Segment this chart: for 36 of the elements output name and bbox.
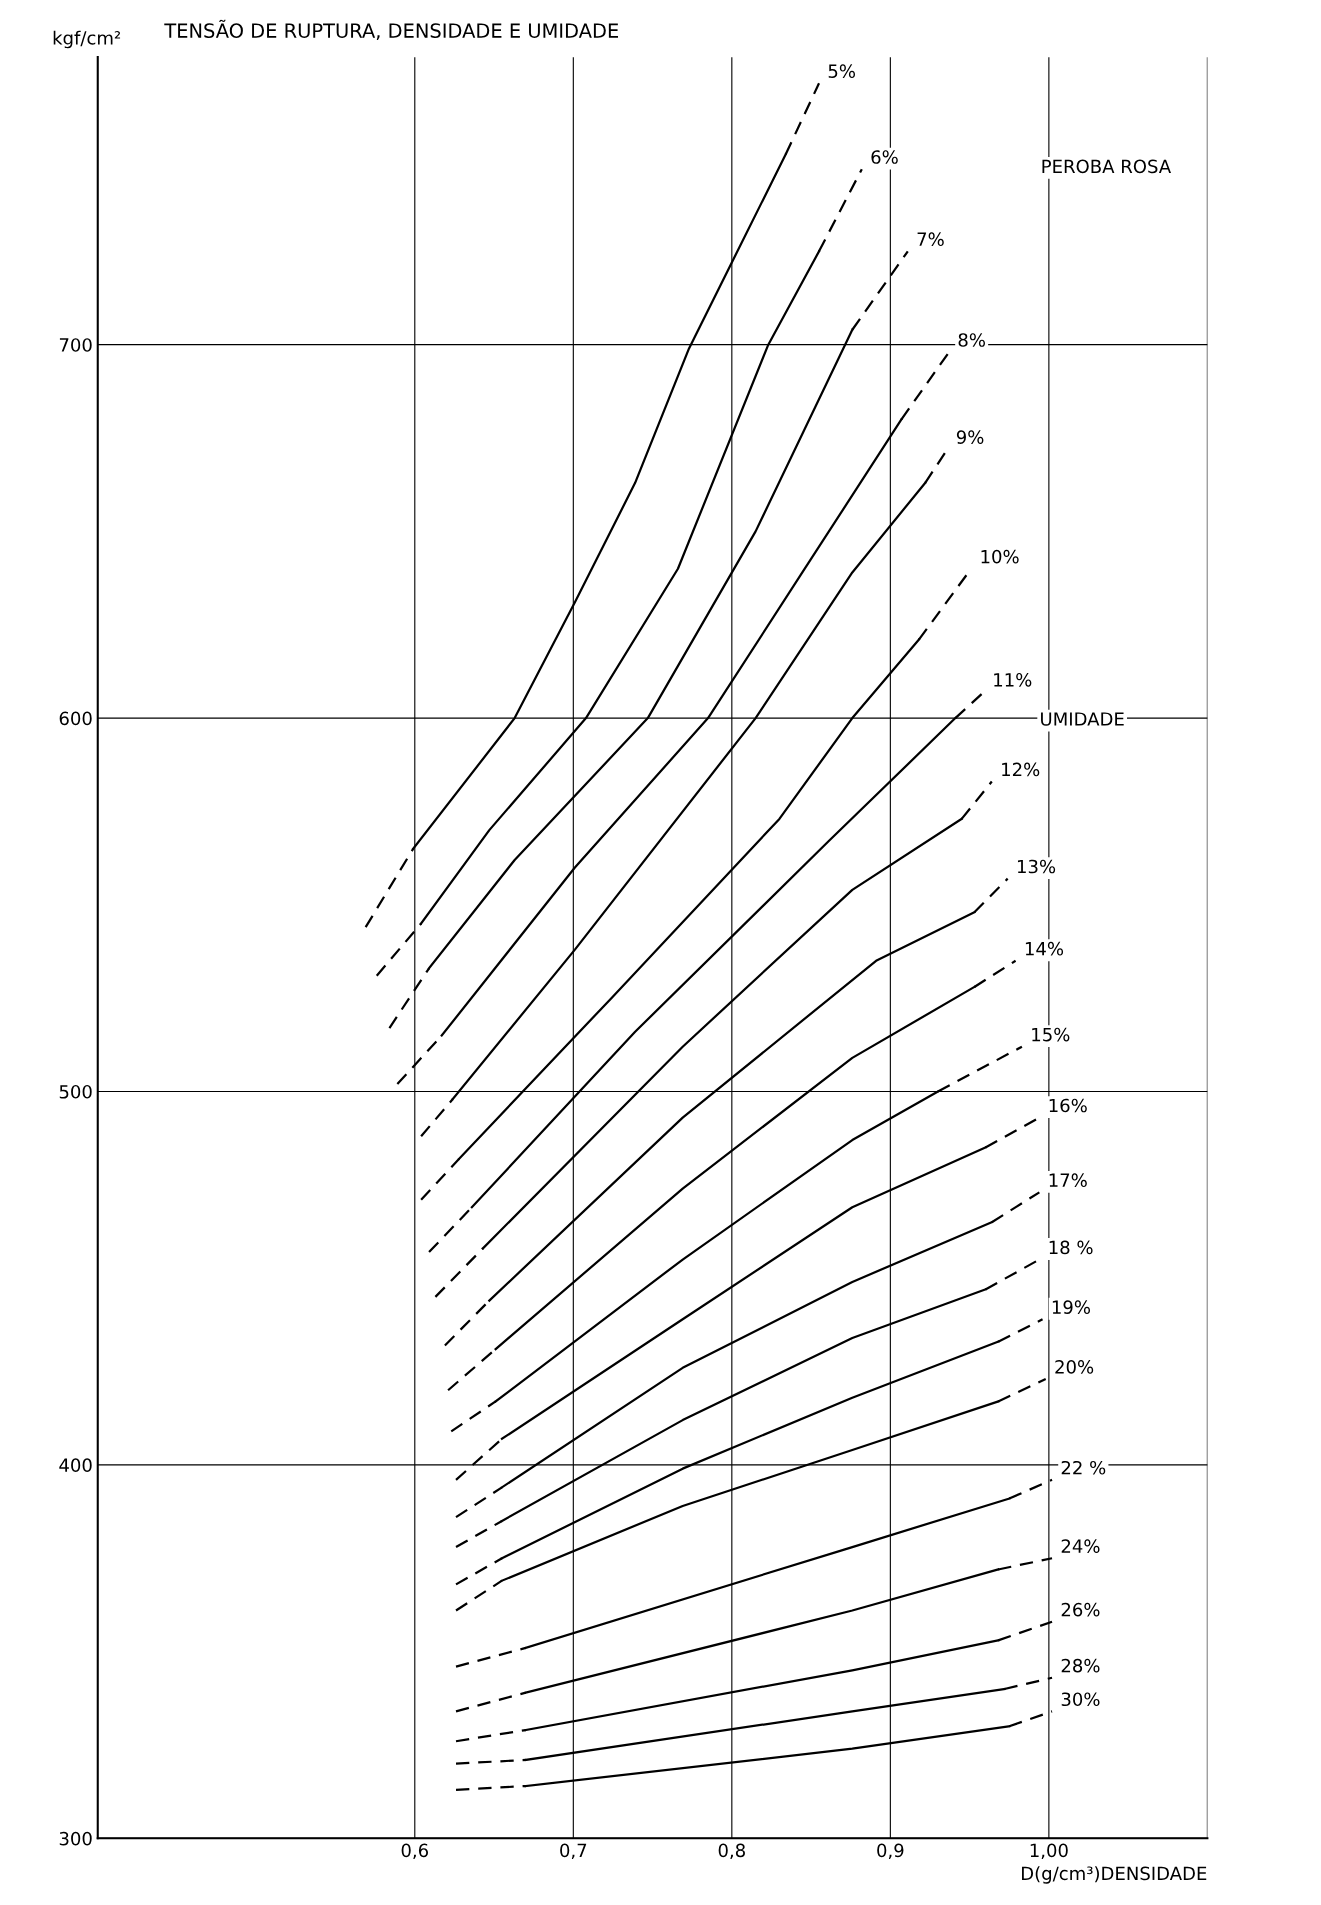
x-tick-label: 0,8 xyxy=(718,1843,745,1859)
series-label: 12% xyxy=(1002,762,1040,777)
y-axis-title: kgf/cm² xyxy=(53,30,121,49)
chart-title: TENSÃO DE RUPTURA, DENSIDADE E UMIDADE xyxy=(164,19,619,40)
x-tick-label: 0,6 xyxy=(401,1843,429,1859)
series-label: 13% xyxy=(1017,859,1056,874)
series-label: 18 % xyxy=(1049,1240,1093,1255)
series-label: 6% xyxy=(871,150,898,164)
series-label: 17% xyxy=(1049,1173,1087,1188)
series-label: 26% xyxy=(1061,1602,1100,1617)
x-tick-label: 0,9 xyxy=(877,1843,904,1859)
series-label: 15% xyxy=(1032,1027,1070,1042)
annotation: UMIDADE xyxy=(1041,712,1124,726)
series-label: 16% xyxy=(1049,1098,1087,1113)
x-tick-label: 0,7 xyxy=(560,1843,587,1859)
series-label: 7% xyxy=(917,232,944,247)
y-tick-label: 500 xyxy=(59,1084,92,1099)
y-tick-label: 700 xyxy=(59,338,92,352)
series-label: 14% xyxy=(1025,941,1064,956)
series-label: 9% xyxy=(956,430,984,444)
series-label: 30% xyxy=(1061,1692,1100,1707)
series-label: 22 % xyxy=(1061,1460,1106,1475)
x-axis-title: D(g/cm³)DENSIDADE xyxy=(1022,1866,1207,1884)
series-label: 19% xyxy=(1052,1300,1090,1314)
y-tick-label: 600 xyxy=(59,711,92,726)
series-label: 5% xyxy=(828,64,855,78)
series-label: 28% xyxy=(1061,1658,1100,1673)
series-label: 11% xyxy=(994,672,1032,687)
series-label: 20% xyxy=(1055,1360,1094,1374)
series-label: 24% xyxy=(1061,1539,1100,1553)
annotation: PEROBA ROSA xyxy=(1042,159,1172,174)
series-label: 10% xyxy=(981,549,1019,564)
series-label: 8% xyxy=(958,333,985,347)
x-tick-label: 1,00 xyxy=(1030,1843,1068,1859)
y-tick-label: 300 xyxy=(59,1831,92,1846)
y-tick-label: 400 xyxy=(59,1458,92,1473)
